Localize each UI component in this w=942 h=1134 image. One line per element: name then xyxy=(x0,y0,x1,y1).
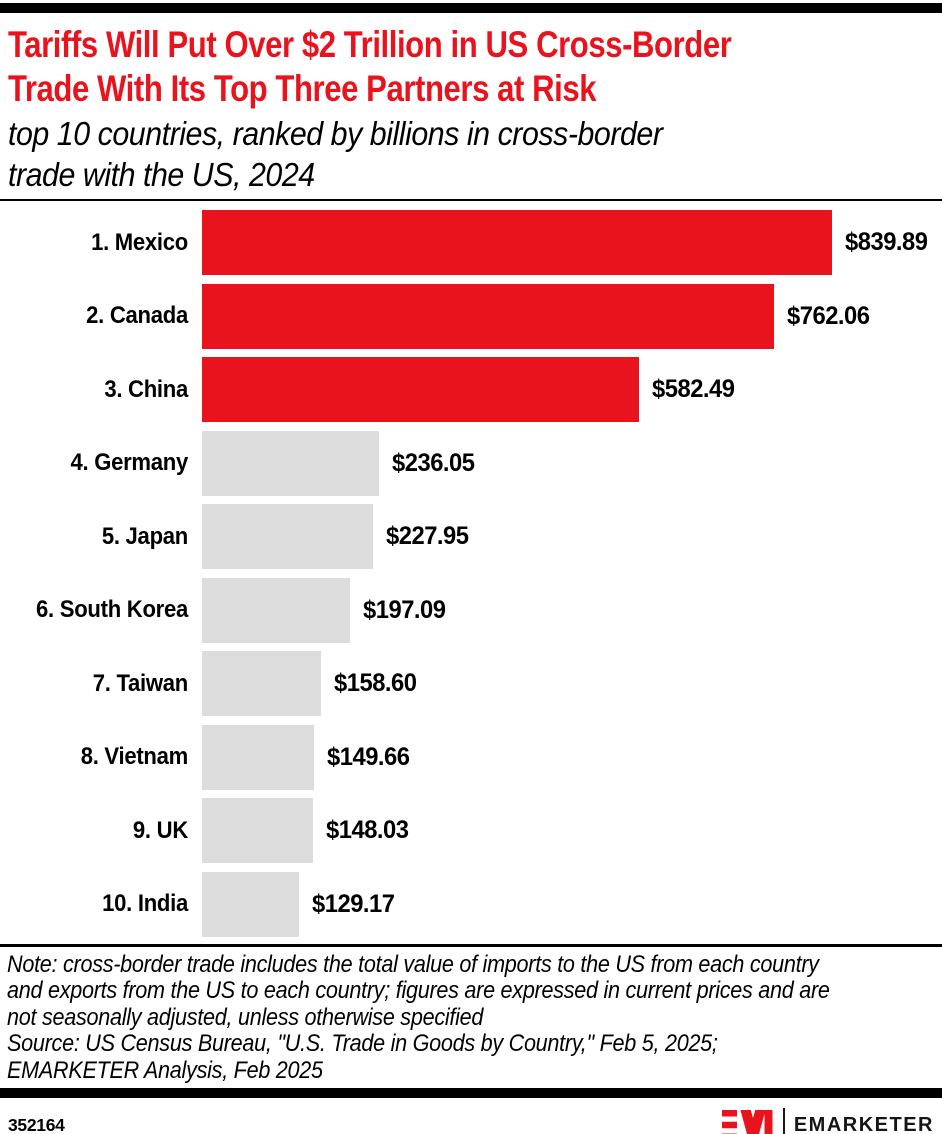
footer: 352164 EMARKETER xyxy=(0,1098,942,1134)
bar-track: $582.49 xyxy=(202,357,942,422)
footnote-divider xyxy=(0,943,942,947)
category-label: 6. South Korea xyxy=(36,596,188,623)
note-line-3: not seasonally adjusted, unless otherwis… xyxy=(7,1003,484,1031)
category-label: 7. Taiwan xyxy=(92,669,189,697)
value-label: $236.05 xyxy=(392,448,475,477)
bar xyxy=(202,798,313,863)
chart-subtitle-line-1: top 10 countries, ranked by billions in … xyxy=(8,115,663,152)
value-label: $149.66 xyxy=(327,742,410,771)
category-label: 9. UK xyxy=(132,816,188,844)
footnote: Note: cross-border trade includes the to… xyxy=(0,950,942,1085)
value-label: $158.60 xyxy=(334,669,417,697)
value-label: $129.17 xyxy=(312,889,395,918)
bar xyxy=(202,504,373,569)
value-label: $197.09 xyxy=(363,595,446,624)
category-label: 8. Vietnam xyxy=(80,743,189,770)
category-label: 3. China xyxy=(104,375,188,403)
value-label: $148.03 xyxy=(326,816,409,844)
chart-subtitle-line-2: trade with the US, 2024 xyxy=(8,156,315,193)
category-label: 10. India xyxy=(102,890,188,917)
bar-track: $158.60 xyxy=(202,651,942,716)
note-line-2: and exports from the US to each country;… xyxy=(7,977,830,1004)
chart-title-line-1: Tariffs Will Put Over $2 Trillion in US … xyxy=(8,24,732,65)
bar xyxy=(202,357,639,422)
bar xyxy=(202,283,774,349)
chart-id: 352164 xyxy=(8,1114,65,1134)
bar-track: $762.06 xyxy=(202,283,942,349)
chart-row: 6. South Korea $197.09 xyxy=(0,577,942,643)
value-label: $762.06 xyxy=(787,301,870,330)
chart-title-line-2: Trade With Its Top Three Partners at Ris… xyxy=(8,68,597,109)
value-label: $582.49 xyxy=(652,375,735,403)
category-label: 2. Canada xyxy=(86,302,188,329)
bar-track: $129.17 xyxy=(202,871,942,937)
chart-header: Tariffs Will Put Over $2 Trillion in US … xyxy=(0,23,942,195)
chart-row: 1. Mexico $839.89 xyxy=(0,210,942,275)
chart-row: 2. Canada $762.06 xyxy=(0,283,942,349)
chart-row: 9. UK $148.03 xyxy=(0,798,942,863)
chart-row: 4. Germany $236.05 xyxy=(0,430,942,496)
top-black-bar xyxy=(0,3,942,13)
value-label: $227.95 xyxy=(386,522,469,550)
bar xyxy=(202,651,321,716)
bar-track: $149.66 xyxy=(202,724,942,790)
chart-row: 7. Taiwan $158.60 xyxy=(0,651,942,716)
category-label: 1. Mexico xyxy=(91,228,188,256)
note-line-1: Note: cross-border trade includes the to… xyxy=(7,950,819,978)
chart-row: 3. China $582.49 xyxy=(0,357,942,422)
bar-track: $227.95 xyxy=(202,504,942,569)
bar-track: $839.89 xyxy=(202,210,942,275)
bar-track: $197.09 xyxy=(202,577,942,643)
source-line-2: EMARKETER Analysis, Feb 2025 xyxy=(7,1056,323,1084)
chart-row: 5. Japan $227.95 xyxy=(0,504,942,569)
chart-subtitle: top 10 countries, ranked by billions in … xyxy=(8,113,934,195)
chart-title: Tariffs Will Put Over $2 Trillion in US … xyxy=(8,23,934,111)
footer-black-bar xyxy=(0,1088,942,1098)
bar xyxy=(202,724,314,790)
source-line-1: Source: US Census Bureau, "U.S. Trade in… xyxy=(7,1030,718,1057)
bar-track: $148.03 xyxy=(202,798,942,863)
value-label: $839.89 xyxy=(845,228,928,256)
logo-divider xyxy=(782,1108,785,1134)
em-monogram-icon xyxy=(721,1110,773,1134)
chart-row: 8. Vietnam $149.66 xyxy=(0,724,942,790)
bar xyxy=(202,210,832,275)
brand-wordmark: EMARKETER xyxy=(793,1113,934,1134)
category-label: 4. Germany xyxy=(70,449,188,476)
bar-chart: 1. Mexico $839.89 2. Canada $762.06 3. C… xyxy=(0,210,942,937)
bar xyxy=(202,577,350,643)
emarketer-logo: EMARKETER xyxy=(721,1108,934,1134)
bar xyxy=(202,871,299,937)
category-label: 5. Japan xyxy=(101,522,188,550)
bar-track: $236.05 xyxy=(202,430,942,496)
bar xyxy=(202,430,379,496)
chart-row: 10. India $129.17 xyxy=(0,871,942,937)
header-divider xyxy=(0,199,942,201)
